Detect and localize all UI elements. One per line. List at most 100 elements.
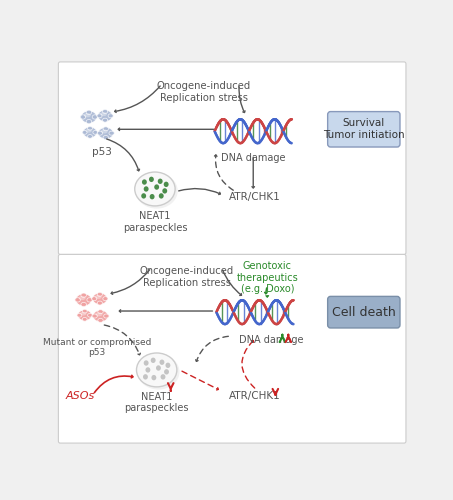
FancyArrowPatch shape	[106, 139, 140, 170]
Ellipse shape	[98, 318, 103, 322]
FancyArrowPatch shape	[182, 371, 218, 390]
Ellipse shape	[101, 130, 108, 134]
Ellipse shape	[135, 173, 178, 208]
Ellipse shape	[108, 114, 113, 118]
Text: DNA damage: DNA damage	[239, 336, 304, 345]
Circle shape	[159, 193, 164, 198]
Ellipse shape	[82, 310, 87, 313]
FancyArrowPatch shape	[115, 86, 160, 113]
Ellipse shape	[80, 312, 87, 316]
Ellipse shape	[97, 131, 103, 135]
Text: ATR/CHK1: ATR/CHK1	[229, 390, 281, 400]
Ellipse shape	[78, 310, 92, 320]
Ellipse shape	[81, 302, 87, 306]
Circle shape	[149, 194, 154, 200]
Circle shape	[160, 374, 165, 380]
Ellipse shape	[87, 126, 92, 130]
Ellipse shape	[109, 131, 114, 135]
Circle shape	[164, 369, 169, 374]
FancyBboxPatch shape	[58, 254, 406, 443]
Text: Oncogene-induced
Replication stress: Oncogene-induced Replication stress	[140, 266, 234, 287]
Ellipse shape	[103, 296, 108, 300]
Text: Oncogene-induced
Replication stress: Oncogene-induced Replication stress	[157, 81, 251, 103]
Ellipse shape	[81, 293, 87, 298]
Ellipse shape	[78, 296, 86, 300]
Ellipse shape	[103, 126, 108, 131]
Ellipse shape	[86, 129, 92, 132]
FancyArrowPatch shape	[119, 310, 212, 312]
Ellipse shape	[93, 130, 98, 134]
Ellipse shape	[80, 115, 86, 119]
Ellipse shape	[87, 134, 92, 138]
Text: Cell death: Cell death	[332, 306, 395, 318]
Ellipse shape	[96, 312, 102, 316]
Ellipse shape	[84, 113, 91, 117]
Ellipse shape	[102, 110, 108, 114]
Ellipse shape	[135, 172, 175, 206]
Ellipse shape	[92, 314, 97, 318]
Ellipse shape	[83, 127, 97, 138]
FancyArrowPatch shape	[223, 270, 241, 295]
Ellipse shape	[97, 301, 102, 305]
Ellipse shape	[137, 354, 179, 390]
FancyArrowPatch shape	[118, 128, 213, 130]
Circle shape	[164, 182, 169, 187]
Text: ATR/CHK1: ATR/CHK1	[229, 192, 281, 202]
Ellipse shape	[98, 110, 112, 122]
Ellipse shape	[82, 130, 87, 134]
Circle shape	[142, 180, 147, 184]
Ellipse shape	[102, 118, 108, 122]
FancyArrowPatch shape	[266, 296, 269, 297]
FancyArrowPatch shape	[94, 376, 133, 392]
Ellipse shape	[92, 293, 107, 304]
Circle shape	[149, 176, 154, 182]
Ellipse shape	[86, 110, 92, 114]
Ellipse shape	[92, 296, 97, 300]
Circle shape	[141, 193, 146, 198]
FancyArrowPatch shape	[252, 157, 255, 188]
FancyArrowPatch shape	[196, 336, 228, 361]
Ellipse shape	[75, 298, 81, 302]
Text: DNA damage: DNA damage	[221, 153, 285, 163]
Text: NEAT1
paraspeckles: NEAT1 paraspeckles	[125, 392, 189, 413]
Text: Mutant or compromised
p53: Mutant or compromised p53	[43, 338, 151, 357]
Ellipse shape	[103, 136, 108, 140]
Ellipse shape	[100, 112, 107, 116]
Circle shape	[144, 360, 149, 366]
Text: p53: p53	[92, 146, 112, 156]
FancyArrowPatch shape	[178, 188, 220, 194]
Text: ASOs: ASOs	[66, 390, 95, 400]
Circle shape	[162, 188, 167, 194]
Ellipse shape	[95, 295, 101, 299]
Ellipse shape	[93, 310, 108, 322]
Circle shape	[154, 184, 159, 190]
Ellipse shape	[136, 353, 177, 387]
Circle shape	[159, 360, 164, 365]
Ellipse shape	[76, 294, 92, 306]
Text: NEAT1
paraspeckles: NEAT1 paraspeckles	[123, 211, 187, 233]
Circle shape	[143, 374, 148, 380]
FancyArrowPatch shape	[239, 86, 245, 113]
Circle shape	[151, 358, 156, 363]
FancyArrowPatch shape	[104, 325, 140, 355]
FancyArrowPatch shape	[265, 288, 267, 294]
Ellipse shape	[82, 318, 87, 321]
Ellipse shape	[97, 292, 102, 296]
Ellipse shape	[81, 111, 97, 123]
Circle shape	[145, 367, 150, 372]
Circle shape	[158, 178, 163, 184]
Text: Survival
Tumor initiation: Survival Tumor initiation	[323, 118, 405, 140]
FancyBboxPatch shape	[58, 62, 406, 254]
Circle shape	[165, 362, 170, 368]
Ellipse shape	[104, 314, 109, 318]
Circle shape	[156, 366, 161, 370]
Ellipse shape	[87, 298, 92, 302]
Ellipse shape	[77, 314, 82, 317]
FancyBboxPatch shape	[328, 112, 400, 147]
FancyArrowPatch shape	[111, 270, 149, 294]
Text: Genotoxic
therapeutics
(e.g. Doxo): Genotoxic therapeutics (e.g. Doxo)	[236, 261, 298, 294]
Circle shape	[151, 375, 156, 380]
Circle shape	[144, 186, 149, 192]
Ellipse shape	[86, 120, 92, 124]
Ellipse shape	[98, 310, 103, 314]
